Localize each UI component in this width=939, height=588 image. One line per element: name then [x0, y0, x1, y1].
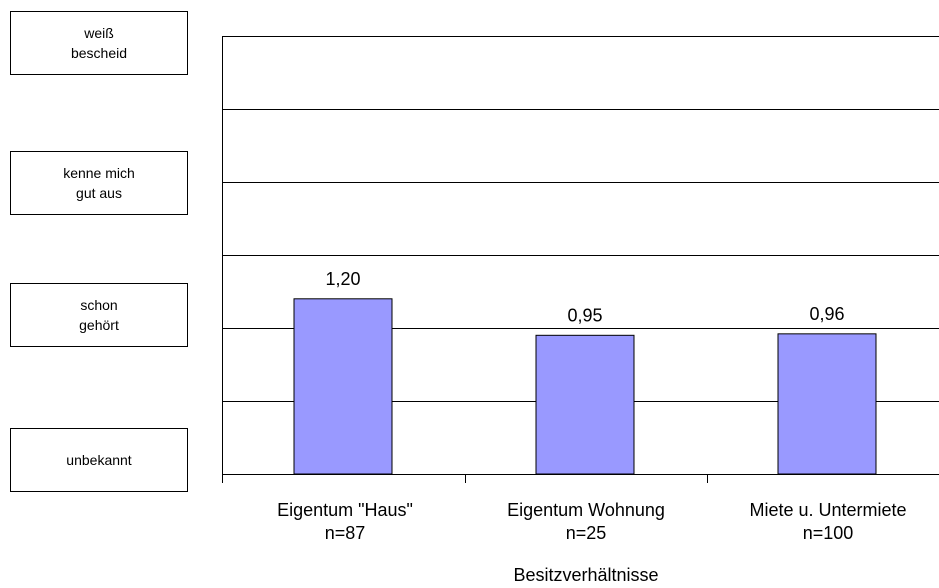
y-level-label: kenne mich gut aus: [63, 165, 135, 201]
y-level-label: schon gehört: [79, 297, 119, 333]
bar-value-label: 0,96: [809, 304, 844, 324]
y-level-label-box: unbekannt: [10, 428, 188, 492]
y-level-label-box: schon gehört: [10, 283, 188, 347]
x-category-label: Eigentum Wohnung n=25: [507, 500, 665, 543]
x-category-label: Miete u. Untermiete n=100: [749, 500, 907, 543]
bar-value-label: 1,20: [325, 269, 360, 289]
y-level-label-box: weiß bescheid: [10, 11, 188, 75]
y-level-label-box: kenne mich gut aus: [10, 151, 188, 215]
bar-value-label: 0,95: [567, 305, 602, 325]
bar: [293, 298, 393, 475]
bar: [535, 334, 635, 475]
bar: [777, 333, 877, 475]
x-axis-title: Besitzverhältnisse: [513, 565, 659, 585]
y-level-label: weiß bescheid: [70, 25, 128, 61]
x-category-label: Eigentum "Haus" n=87: [277, 500, 413, 543]
y-level-label: unbekannt: [66, 452, 132, 468]
